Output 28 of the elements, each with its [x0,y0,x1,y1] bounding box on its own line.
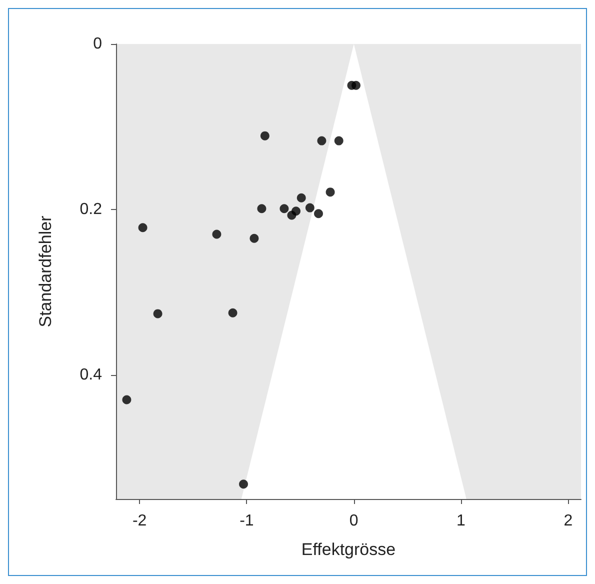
point [228,308,238,318]
y-tick-label: 0.2 [80,200,102,218]
point [260,131,270,140]
point [212,230,222,239]
y-tick-label: 0 [93,36,102,52]
point [326,188,335,197]
y-axis-title: Standardfehler [36,215,55,328]
point [296,193,306,202]
point [122,395,132,404]
point [317,136,326,146]
point [287,210,296,220]
y-tick-label: 0.4 [80,366,102,384]
point [352,80,360,90]
point [280,204,289,214]
point [314,209,323,218]
x-axis-title: Effektgrösse [301,540,396,559]
point [153,309,162,318]
point [257,204,266,214]
x-tick-label: -1 [240,512,254,530]
x-tick-label: 2 [564,512,573,530]
point [138,223,148,232]
point [334,136,344,146]
x-tick-label: 0 [349,512,358,530]
point [239,480,248,489]
point [305,203,314,212]
point [250,234,259,243]
x-tick-label: 1 [456,512,466,530]
x-tick-label: -2 [132,512,147,530]
